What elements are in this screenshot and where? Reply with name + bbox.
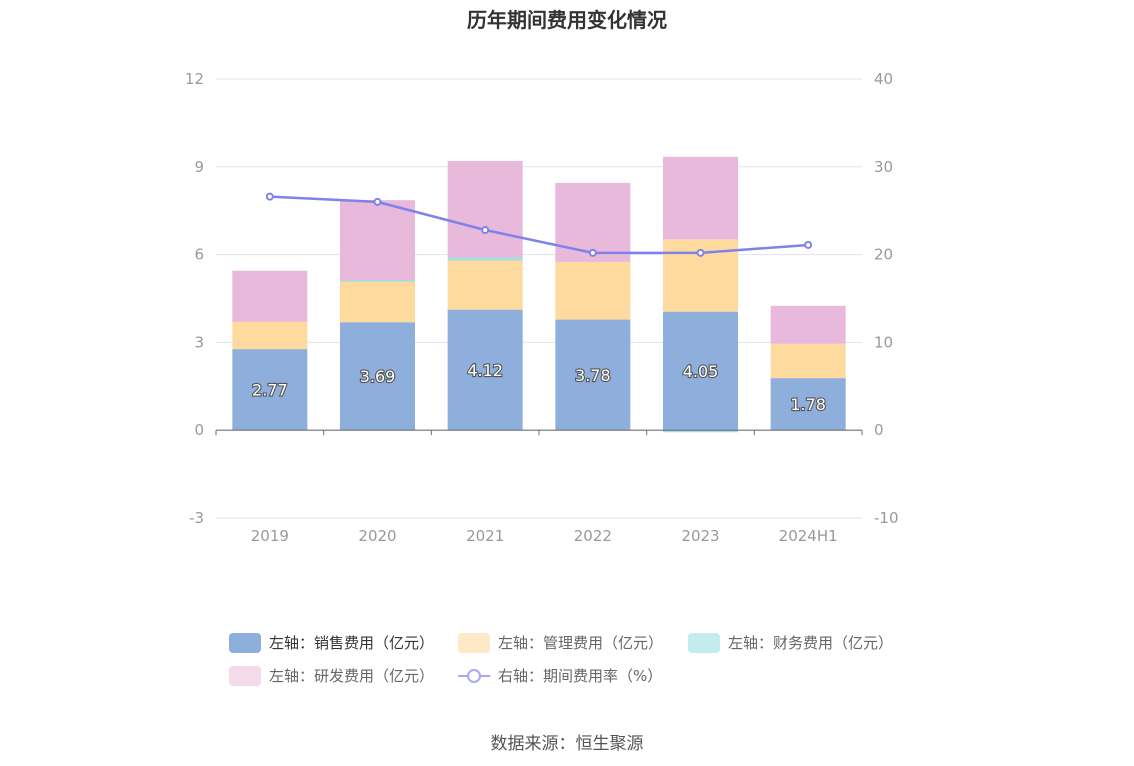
- rate-point: [696, 248, 705, 257]
- left-axis-tick-label: 6: [194, 246, 204, 264]
- bar-segment: [232, 349, 308, 431]
- legend-swatch-sales: [229, 632, 261, 653]
- right-axis-tick-label: 30: [874, 158, 893, 176]
- bar-value-label: 1.78: [790, 395, 826, 414]
- right-axis-tick-label: 40: [874, 70, 893, 88]
- x-axis-tick-label: 2020: [358, 527, 396, 545]
- x-axis-tick-label: 2019: [251, 527, 289, 545]
- bar-segment: [232, 270, 308, 322]
- legend-item-finance[interactable]: 左轴：财务费用（亿元）: [688, 632, 893, 653]
- left-axis-tick-label: 3: [194, 333, 204, 351]
- bar-value-label: 3.69: [360, 367, 396, 386]
- legend-label-admin: 左轴：管理费用（亿元）: [498, 634, 664, 652]
- right-axis-tick-label: 10: [874, 333, 893, 351]
- rate-point: [481, 226, 490, 235]
- bar-segment: [340, 200, 415, 281]
- right-axis-tick-label: -10: [874, 509, 899, 527]
- bar-segment: [447, 260, 523, 310]
- legend-label-sales: 左轴：销售费用（亿元）: [269, 634, 435, 652]
- bar-segment: [340, 280, 415, 282]
- bar-segment: [770, 378, 846, 431]
- bar-value-label: 4.12: [467, 361, 503, 380]
- legend-item-rd[interactable]: 左轴：研发费用（亿元）: [229, 665, 434, 686]
- chart-title: 历年期间费用变化情况: [467, 8, 667, 32]
- bar-segment: [770, 305, 846, 344]
- grid-lines: [216, 78, 862, 519]
- x-axis-tick-label: 2024H1: [779, 527, 838, 545]
- legend-line-rate-icon: [458, 666, 490, 686]
- bar-segment: [447, 309, 523, 431]
- bar-segment: [770, 343, 846, 379]
- bar-segment: [663, 156, 738, 240]
- left-axis-tick-label: -3: [189, 509, 204, 527]
- legend-swatch-rd: [229, 665, 261, 686]
- x-axis-tick-label: 2023: [681, 527, 719, 545]
- bar-segment: [447, 257, 523, 261]
- rate-point: [373, 197, 382, 206]
- right-axis-tick-label: 20: [874, 246, 893, 264]
- rate-line: [265, 192, 813, 257]
- rate-point: [588, 248, 597, 257]
- source-note: 数据来源：恒生聚源: [490, 734, 644, 754]
- rate-line-path: [269, 195, 809, 255]
- bar-segment: [232, 321, 308, 350]
- data-labels: 2.77 3.69 4.12 3.78 4.05 1.78: [251, 360, 827, 415]
- bar-segment: [447, 160, 523, 258]
- legend-label-rate: 右轴：期间费用率（%）: [498, 667, 663, 685]
- bar-segment: [340, 280, 415, 323]
- bar-value-label: 3.78: [575, 366, 611, 385]
- legend-item-admin[interactable]: 左轴：管理费用（亿元）: [458, 632, 663, 653]
- left-axis-tick-label: 9: [194, 158, 204, 176]
- x-axis-tick-label: 2022: [574, 527, 612, 545]
- legend-item-sales[interactable]: 左轴：销售费用（亿元）: [229, 632, 434, 653]
- bar-segment: [555, 261, 631, 320]
- bar-segment: [663, 430, 738, 433]
- legend-swatch-admin: [458, 632, 490, 653]
- bar-value-label: 4.05: [683, 362, 719, 381]
- left-axis-tick-label: 12: [185, 70, 204, 88]
- legend-label-finance: 左轴：财务费用（亿元）: [728, 634, 894, 652]
- bar-segment: [340, 322, 415, 431]
- bar-segment: [555, 319, 631, 431]
- legend-swatch-finance: [688, 632, 720, 653]
- axes: -3 0 3 6 9 12 -10 0 10 20 30 40 2019 2020 2021 2022 2023…: [185, 70, 899, 545]
- bars: [232, 156, 846, 433]
- bar-segment: [663, 311, 738, 431]
- bar-value-label: 2.77: [252, 381, 288, 400]
- rate-point: [265, 192, 274, 201]
- right-axis-tick-label: 0: [874, 421, 884, 439]
- legend-item-rate[interactable]: 右轴：期间费用率（%）: [458, 665, 662, 686]
- left-axis-tick-label: 0: [194, 421, 204, 439]
- legend-label-rd: 左轴：研发费用（亿元）: [269, 667, 435, 685]
- x-axis-tick-label: 2021: [466, 527, 504, 545]
- rate-point: [804, 240, 813, 249]
